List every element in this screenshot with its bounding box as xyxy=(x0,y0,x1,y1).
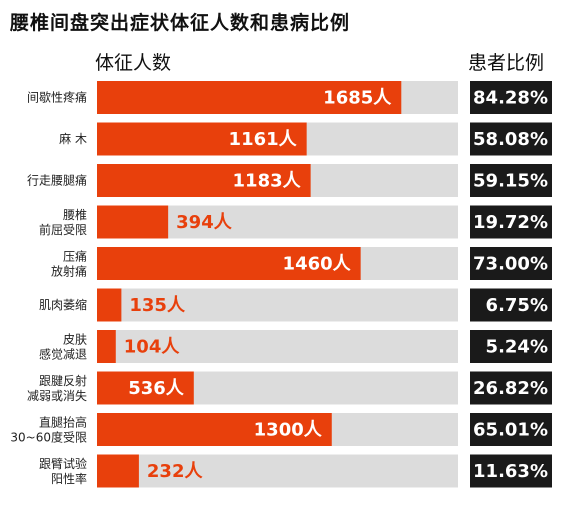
percentage-box xyxy=(470,454,552,488)
category-label: 30~60度受限 xyxy=(10,430,87,445)
percentage-column-header: 患者比例 xyxy=(468,52,545,74)
percentage-label: 26.82% xyxy=(473,378,548,399)
percentage-box xyxy=(470,330,552,363)
bar xyxy=(97,164,311,197)
percentage-label: 19.72% xyxy=(473,212,548,233)
percentage-box xyxy=(470,247,552,280)
percentage-label: 84.28% xyxy=(473,88,548,109)
bar-value-label: 1300人 xyxy=(254,420,323,441)
percentage-box xyxy=(470,371,552,405)
bar-value-label: 394人 xyxy=(176,212,233,233)
bar-value-label: 1161人 xyxy=(229,129,298,150)
bar-track xyxy=(97,330,458,363)
percentage-label: 6.75% xyxy=(486,295,548,316)
percentage-box xyxy=(470,122,552,156)
category-label: 间歇性疼痛 xyxy=(27,90,87,105)
bar-value-label: 1685人 xyxy=(323,88,392,109)
bar xyxy=(97,122,307,156)
bar xyxy=(97,413,332,446)
category-label: 直腿抬高 xyxy=(39,415,87,430)
bar-track xyxy=(97,288,458,322)
percentage-label: 5.24% xyxy=(486,337,548,358)
category-label: 肌肉萎缩 xyxy=(39,297,87,312)
bar-value-label: 1460人 xyxy=(283,254,352,275)
bar xyxy=(97,247,361,280)
bar xyxy=(97,81,402,114)
category-label: 前屈受限 xyxy=(39,222,87,237)
percentage-box xyxy=(470,205,552,239)
category-label: 腰椎 xyxy=(63,207,87,222)
percentage-label: 65.01% xyxy=(473,420,548,441)
bar xyxy=(97,330,116,363)
bar-value-label: 104人 xyxy=(124,337,181,358)
category-label: 行走腰腿痛 xyxy=(27,173,87,188)
percentage-box xyxy=(470,164,552,197)
percentage-label: 11.63% xyxy=(473,461,548,482)
percentage-box xyxy=(470,413,552,446)
category-label: 麻 木 xyxy=(59,131,87,146)
bar-track xyxy=(97,454,458,488)
percentage-label: 58.08% xyxy=(473,129,548,150)
bar xyxy=(97,371,194,405)
bar-value-label: 232人 xyxy=(147,461,204,482)
bar-value-label: 1183人 xyxy=(233,171,302,192)
bar xyxy=(97,288,122,322)
percentage-box xyxy=(470,81,552,114)
percentage-label: 59.15% xyxy=(473,171,548,192)
percentage-label: 73.00% xyxy=(473,254,548,275)
bar-value-label: 135人 xyxy=(129,295,186,316)
bar xyxy=(97,205,169,239)
category-label: 减弱或消失 xyxy=(27,388,87,403)
category-label: 放射痛 xyxy=(51,264,87,279)
count-column-header: 体征人数 xyxy=(95,52,172,74)
bar-value-label: 536人 xyxy=(128,378,185,399)
chart-title: 腰椎间盘突出症状体征人数和患病比例 xyxy=(10,12,351,34)
category-label: 压痛 xyxy=(63,249,87,264)
category-label: 感觉减退 xyxy=(39,347,87,362)
category-label: 跟腱反射 xyxy=(39,373,87,388)
bar xyxy=(97,454,139,488)
category-label: 跟臂试验 xyxy=(39,456,87,471)
category-label: 阳性率 xyxy=(51,471,87,486)
category-label: 皮肤 xyxy=(63,332,87,347)
percentage-box xyxy=(470,288,552,322)
